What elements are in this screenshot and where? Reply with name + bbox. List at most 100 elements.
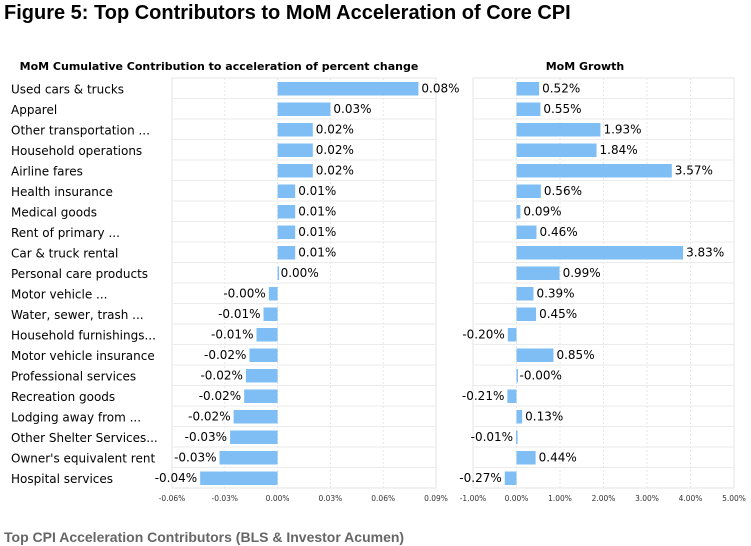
x-tick-label: 0.03% <box>318 494 342 503</box>
chart-panel-1: MoM Cumulative Contribution to accelerat… <box>11 60 460 503</box>
bar <box>516 164 672 178</box>
charts-svg: MoM Cumulative Contribution to accelerat… <box>11 60 746 503</box>
data-label: 1.84% <box>600 143 638 157</box>
data-label: 0.01% <box>298 204 336 218</box>
bar <box>516 451 536 465</box>
data-label: 0.55% <box>543 102 581 116</box>
x-tick-label: -1.00% <box>460 494 487 503</box>
category-label: Airline fares <box>11 164 83 178</box>
data-label: 0.44% <box>539 450 577 464</box>
category-label: Medical goods <box>11 205 97 219</box>
data-label: -0.01% <box>218 307 260 321</box>
x-tick-label: -0.06% <box>159 494 186 503</box>
category-label: Other Shelter Services... <box>11 431 158 445</box>
bar <box>504 471 517 485</box>
bar <box>516 102 541 116</box>
category-label: Car & truck rental <box>11 246 118 260</box>
data-label: 1.93% <box>603 122 641 136</box>
category-label: Water, sewer, trash ... <box>11 308 144 322</box>
data-label: -0.20% <box>462 327 504 341</box>
x-tick-label: 0.00% <box>266 494 290 503</box>
bar <box>268 287 278 301</box>
data-label: -0.21% <box>462 389 504 403</box>
bar <box>277 102 331 116</box>
data-label: 0.09% <box>523 204 561 218</box>
bar <box>507 328 517 342</box>
data-label: 0.39% <box>536 286 574 300</box>
x-tick-label: 0.09% <box>424 494 448 503</box>
category-label: Recreation goods <box>11 390 115 404</box>
bar <box>277 123 313 137</box>
bar <box>277 266 280 280</box>
bar <box>277 205 296 219</box>
figure-title: Figure 5: Top Contributors to MoM Accele… <box>4 2 571 24</box>
bar <box>277 164 313 178</box>
category-label: Household furnishings... <box>11 328 156 342</box>
bar <box>516 266 560 280</box>
data-label: -0.03% <box>185 430 227 444</box>
bar <box>516 430 518 444</box>
bar <box>516 287 534 301</box>
data-label: 0.03% <box>333 102 371 116</box>
category-label: Motor vehicle insurance <box>11 349 155 363</box>
data-label: 0.00% <box>281 266 319 280</box>
data-label: 0.46% <box>540 225 578 239</box>
bar <box>244 389 278 403</box>
data-label: 3.83% <box>686 245 724 259</box>
bar <box>277 184 296 198</box>
bar <box>516 307 537 321</box>
bar <box>219 451 278 465</box>
data-label: 0.01% <box>298 225 336 239</box>
data-label: -0.02% <box>200 368 242 382</box>
bar <box>249 348 278 362</box>
bar <box>277 246 296 260</box>
category-label: Health insurance <box>11 185 113 199</box>
bar <box>263 307 278 321</box>
data-label: 0.56% <box>544 184 582 198</box>
data-label: 0.01% <box>298 245 336 259</box>
x-tick-label: 3.00% <box>635 494 659 503</box>
data-label: 0.13% <box>525 409 563 423</box>
category-label: Hospital services <box>11 472 113 486</box>
x-tick-label: -0.03% <box>212 494 239 503</box>
bar <box>277 225 296 239</box>
data-label: 0.02% <box>316 163 354 177</box>
data-label: 0.99% <box>563 266 601 280</box>
panel-title: MoM Cumulative Contribution to accelerat… <box>20 60 419 73</box>
bar <box>233 410 278 424</box>
bar <box>516 369 518 383</box>
data-label: -0.02% <box>199 389 241 403</box>
bar <box>277 143 313 157</box>
figure-caption: Top CPI Acceleration Contributors (BLS &… <box>4 529 405 545</box>
data-label: -0.27% <box>459 471 501 485</box>
bar <box>200 471 278 485</box>
data-label: 0.02% <box>316 143 354 157</box>
category-label: Personal care products <box>11 267 148 281</box>
category-label: Lodging away from ... <box>11 410 141 424</box>
data-label: -0.01% <box>471 430 513 444</box>
bar <box>516 82 540 96</box>
data-label: -0.00% <box>223 286 265 300</box>
x-tick-label: 4.00% <box>679 494 703 503</box>
bar <box>516 205 521 219</box>
bar <box>230 430 278 444</box>
category-label: Motor vehicle ... <box>11 287 108 301</box>
data-label: 0.08% <box>421 81 459 95</box>
category-label: Rent of primary ... <box>11 226 120 240</box>
bar <box>516 225 537 239</box>
x-tick-label: 1.00% <box>548 494 572 503</box>
bar <box>516 184 541 198</box>
data-label: 0.52% <box>542 81 580 95</box>
data-label: -0.02% <box>204 348 246 362</box>
category-label: Household operations <box>11 144 142 158</box>
x-tick-label: 2.00% <box>592 494 616 503</box>
bar <box>277 82 419 96</box>
bar <box>516 246 684 260</box>
bar <box>245 369 278 383</box>
bar <box>507 389 517 403</box>
panel-title: MoM Growth <box>546 60 625 73</box>
data-label: 3.57% <box>675 163 713 177</box>
category-label: Professional services <box>11 369 136 383</box>
data-label: 0.85% <box>556 348 594 362</box>
data-label: 0.02% <box>316 122 354 136</box>
